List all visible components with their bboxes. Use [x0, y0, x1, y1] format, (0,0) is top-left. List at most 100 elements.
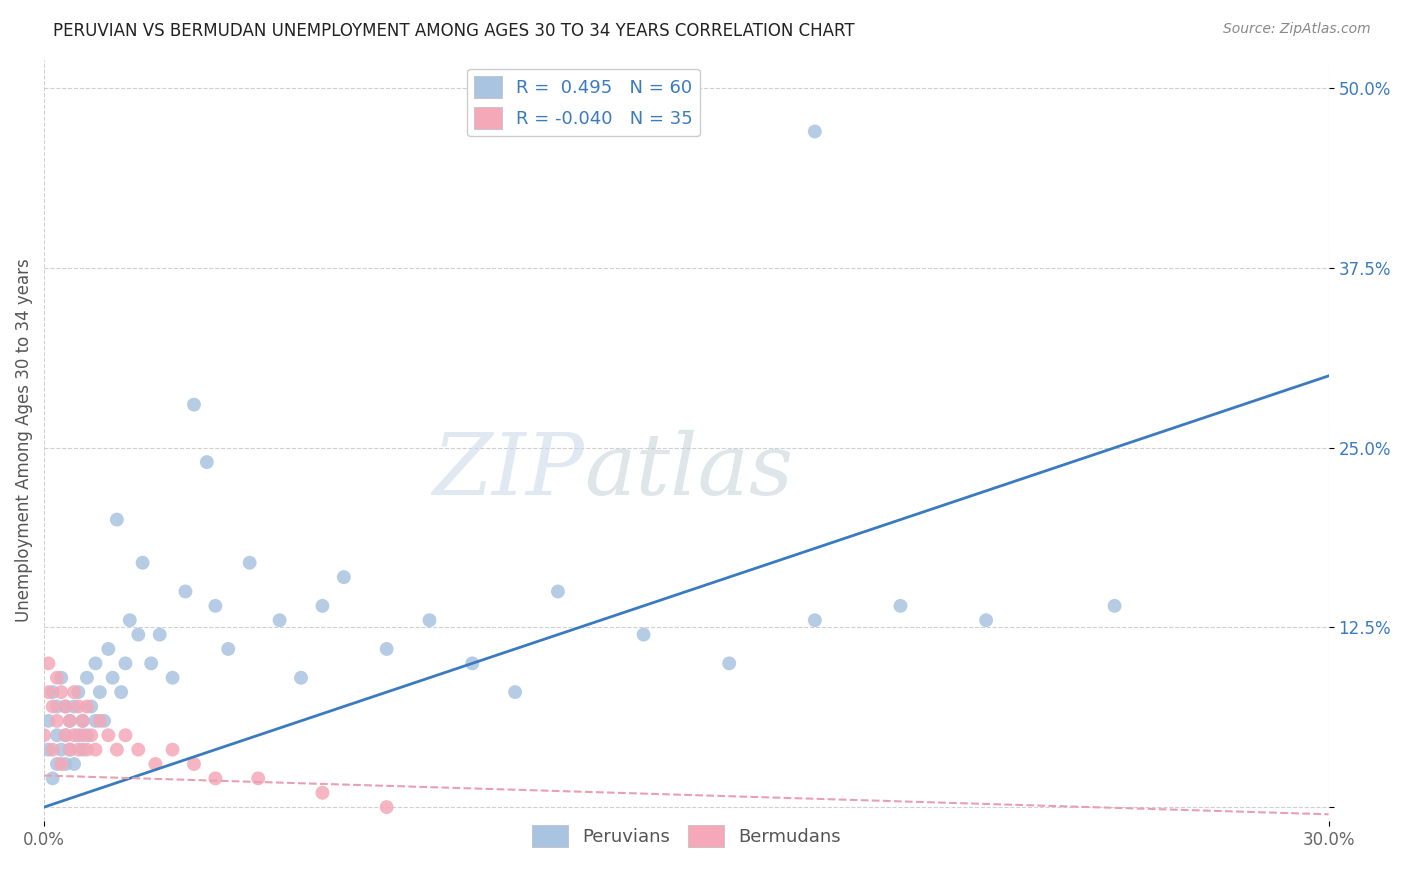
Point [32, 728, 55, 742]
Point [67, 742, 90, 756]
Point [84, 657, 107, 671]
Point [547, 584, 569, 599]
Point [37, 657, 59, 671]
Point [162, 671, 184, 685]
Point [67, 699, 90, 714]
Point [141, 657, 163, 671]
Point [67, 685, 90, 699]
Point [51, 685, 73, 699]
Point [114, 728, 136, 742]
Point [37, 685, 59, 699]
Point [633, 627, 655, 641]
Point [239, 556, 262, 570]
Point [204, 772, 226, 786]
Point [418, 613, 440, 627]
Point [93, 714, 115, 728]
Point [217, 642, 239, 657]
Point [290, 671, 312, 685]
Text: atlas: atlas [583, 430, 793, 512]
Point [76, 699, 98, 714]
Point [97, 728, 120, 742]
Point [101, 671, 124, 685]
Point [41, 772, 63, 786]
Point [51, 742, 73, 756]
Point [183, 756, 205, 771]
Point [46, 699, 69, 714]
Point [76, 728, 98, 742]
Point [131, 556, 153, 570]
Point [204, 599, 226, 613]
Point [375, 642, 398, 657]
Legend: Peruvians, Bermudans: Peruvians, Bermudans [524, 818, 848, 855]
Point [804, 124, 827, 138]
Point [63, 699, 86, 714]
Point [46, 714, 69, 728]
Point [311, 786, 333, 800]
Point [84, 714, 107, 728]
Point [118, 613, 141, 627]
Point [269, 613, 291, 627]
Point [1104, 599, 1126, 613]
Point [333, 570, 356, 584]
Point [127, 627, 149, 641]
Point [145, 756, 167, 771]
Point [72, 728, 94, 742]
Point [80, 728, 103, 742]
Point [80, 699, 103, 714]
Point [59, 714, 82, 728]
Point [149, 627, 172, 641]
Point [55, 728, 77, 742]
Point [41, 742, 63, 756]
Point [55, 699, 77, 714]
Point [127, 742, 149, 756]
Point [76, 671, 98, 685]
Point [59, 742, 82, 756]
Point [67, 728, 90, 742]
Point [114, 657, 136, 671]
Point [162, 742, 184, 756]
Point [84, 742, 107, 756]
Point [63, 685, 86, 699]
Point [503, 685, 526, 699]
Point [174, 584, 197, 599]
Text: PERUVIAN VS BERMUDAN UNEMPLOYMENT AMONG AGES 30 TO 34 YEARS CORRELATION CHART: PERUVIAN VS BERMUDAN UNEMPLOYMENT AMONG … [53, 22, 855, 40]
Point [41, 685, 63, 699]
Point [89, 685, 111, 699]
Text: Source: ZipAtlas.com: Source: ZipAtlas.com [1223, 22, 1371, 37]
Point [55, 728, 77, 742]
Point [105, 513, 128, 527]
Point [55, 699, 77, 714]
Point [72, 714, 94, 728]
Point [72, 742, 94, 756]
Point [41, 699, 63, 714]
Point [37, 714, 59, 728]
Point [51, 756, 73, 771]
Point [110, 685, 132, 699]
Point [51, 671, 73, 685]
Point [889, 599, 911, 613]
Point [183, 398, 205, 412]
Point [718, 657, 741, 671]
Point [461, 657, 484, 671]
Point [105, 742, 128, 756]
Point [804, 613, 827, 627]
Point [247, 772, 270, 786]
Point [59, 714, 82, 728]
Point [89, 714, 111, 728]
Point [55, 756, 77, 771]
Point [63, 756, 86, 771]
Point [59, 742, 82, 756]
Point [46, 671, 69, 685]
Point [46, 756, 69, 771]
Point [97, 642, 120, 657]
Point [195, 455, 218, 469]
Point [76, 742, 98, 756]
Text: ZIP: ZIP [432, 430, 583, 512]
Point [46, 728, 69, 742]
Point [72, 714, 94, 728]
Point [311, 599, 333, 613]
Point [974, 613, 997, 627]
Point [375, 800, 398, 814]
Point [37, 742, 59, 756]
Point [63, 728, 86, 742]
